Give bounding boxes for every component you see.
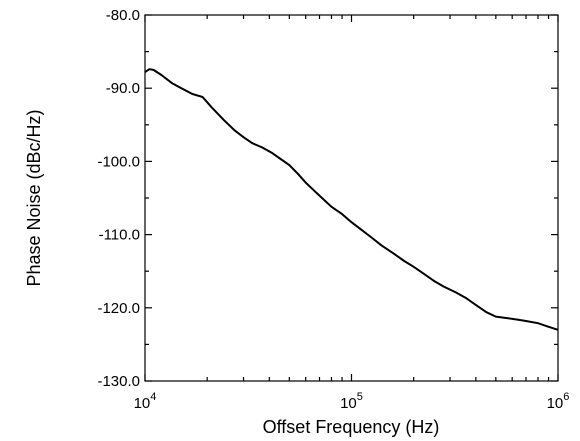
y-tick-label: -130.0 bbox=[97, 373, 140, 390]
y-tick-label: -80.0 bbox=[106, 7, 140, 24]
y-tick-label: -110.0 bbox=[99, 227, 140, 244]
x-tick-labels: 104 105 106 bbox=[134, 391, 570, 412]
tick-marks bbox=[144, 14, 559, 382]
x-tick-label: 104 bbox=[134, 391, 157, 412]
y-tick-labels: -80.0 -90.0 -100.0 -110.0 -120.0 -130.0 bbox=[97, 7, 140, 390]
y-tick-label: -120.0 bbox=[97, 300, 140, 317]
plot-frame bbox=[144, 14, 559, 382]
x-axis-label: Offset Frequency (Hz) bbox=[263, 417, 440, 437]
y-tick-label: -90.0 bbox=[106, 80, 140, 97]
y-tick-label: -100.0 bbox=[97, 153, 140, 170]
x-tick-label: 105 bbox=[340, 391, 363, 412]
phase-noise-series-line bbox=[144, 68, 559, 331]
x-tick-label: 106 bbox=[547, 391, 570, 412]
y-axis-label: Phase Noise (dBc/Hz) bbox=[24, 109, 44, 286]
